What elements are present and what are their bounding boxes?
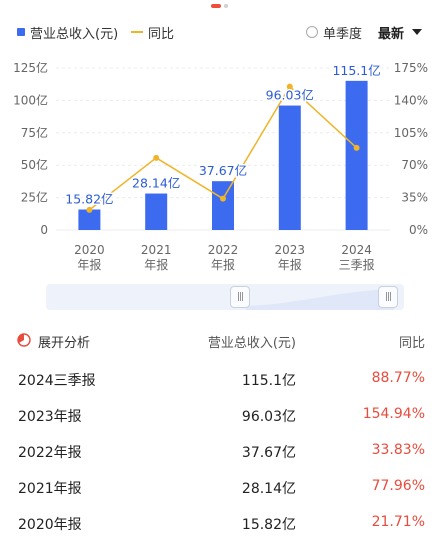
y-tick-label-right: 0% bbox=[409, 223, 428, 237]
y-tick-label-right: 105% bbox=[394, 126, 428, 140]
x-tick-label-year: 2021 bbox=[141, 243, 172, 257]
table-row: 2020年报 15.82亿 21.71% bbox=[0, 505, 443, 541]
sort-dropdown[interactable]: 最新 bbox=[378, 20, 423, 44]
caret-down-icon bbox=[412, 29, 423, 35]
yoy-point bbox=[86, 206, 93, 213]
legend-revenue[interactable]: 营业总收入(元) bbox=[17, 20, 118, 44]
yoy-point bbox=[353, 144, 360, 151]
y-tick-label-left: 50亿 bbox=[21, 157, 48, 172]
row-revenue: 37.67亿 bbox=[241, 445, 296, 461]
table-row: 2021年报 28.14亿 77.96% bbox=[0, 469, 443, 505]
bar-value-label: 15.82亿 bbox=[65, 191, 113, 206]
x-tick-label-report: 年报 bbox=[144, 257, 168, 272]
x-tick-label-report: 年报 bbox=[77, 257, 101, 272]
revenue-bar bbox=[145, 193, 168, 230]
revenue-bar bbox=[212, 181, 234, 230]
table-row: 2024三季报 115.1亿 88.77% bbox=[0, 361, 443, 397]
row-revenue: 28.14亿 bbox=[241, 481, 296, 497]
row-period: 2020年报 bbox=[18, 517, 82, 533]
pie-chart-icon bbox=[17, 333, 31, 347]
row-yoy: 21.71% bbox=[371, 514, 425, 530]
table-row: 2023年报 96.03亿 154.94% bbox=[0, 397, 443, 433]
revenue-chart: 0 25亿 50亿 75亿 100亿 125亿 0% 35% 70% 105% 140% 175% 15… bbox=[13, 60, 428, 272]
revenue-bar bbox=[278, 105, 301, 230]
quarterly-label: 单季度 bbox=[323, 26, 363, 42]
radio-icon bbox=[306, 26, 318, 38]
y-tick-label-right: 140% bbox=[394, 93, 428, 107]
legend-revenue-label: 营业总收入(元) bbox=[30, 26, 119, 42]
row-period: 2022年报 bbox=[18, 445, 82, 461]
page-dot-active bbox=[211, 4, 221, 8]
row-period: 2024三季报 bbox=[18, 373, 96, 389]
column-header-yoy: 同比 bbox=[398, 336, 425, 351]
bar-value-label: 28.14亿 bbox=[132, 176, 180, 191]
row-period: 2021年报 bbox=[18, 481, 82, 497]
revenue-bar bbox=[345, 80, 368, 230]
x-tick-label-report: 年报 bbox=[278, 257, 302, 272]
column-header-revenue: 营业总收入(元) bbox=[207, 336, 296, 351]
row-yoy: 33.83% bbox=[371, 442, 425, 458]
y-tick-label-left: 100亿 bbox=[13, 92, 48, 107]
bar-swatch-icon bbox=[17, 28, 25, 36]
x-tick-label-year: 2022 bbox=[208, 243, 239, 257]
row-yoy: 88.77% bbox=[371, 370, 425, 386]
line-swatch-icon bbox=[131, 31, 143, 33]
slider-track bbox=[46, 284, 404, 310]
revenue-bar bbox=[78, 209, 101, 230]
row-revenue: 96.03亿 bbox=[241, 409, 296, 425]
legend-yoy-label: 同比 bbox=[148, 26, 175, 42]
y-tick-label-left: 0 bbox=[40, 223, 48, 237]
x-tick-label-report: 年报 bbox=[211, 257, 235, 272]
x-tick-label-year: 2024 bbox=[341, 243, 372, 257]
page-indicator bbox=[0, 2, 443, 10]
expand-analysis-link[interactable]: 展开分析 bbox=[38, 336, 91, 351]
bar-value-label: 96.03亿 bbox=[266, 88, 314, 103]
chart-legend: 营业总收入(元) 同比 单季度 最新 bbox=[0, 20, 443, 44]
row-revenue: 115.1亿 bbox=[241, 373, 296, 389]
yoy-point bbox=[153, 154, 160, 161]
y-tick-label-left: 125亿 bbox=[13, 60, 48, 75]
x-tick-label-year: 2023 bbox=[275, 243, 306, 257]
yoy-point bbox=[286, 83, 293, 90]
slider-preview-area bbox=[246, 289, 394, 310]
row-revenue: 15.82亿 bbox=[241, 517, 296, 533]
slider-left-handle[interactable]: ||| bbox=[230, 286, 250, 308]
quarterly-toggle[interactable]: 单季度 bbox=[306, 20, 362, 44]
bar-value-label: 115.1亿 bbox=[332, 63, 380, 78]
row-yoy: 154.94% bbox=[362, 406, 425, 422]
page-dot bbox=[224, 4, 228, 8]
table-header: 展开分析 营业总收入(元) 同比 bbox=[0, 325, 443, 355]
slider-right-handle[interactable]: ||| bbox=[378, 286, 398, 308]
y-tick-label-right: 175% bbox=[394, 61, 428, 75]
y-tick-label-left: 25亿 bbox=[21, 190, 48, 205]
y-tick-label-left: 75亿 bbox=[21, 125, 48, 140]
sort-label: 最新 bbox=[378, 26, 405, 42]
bar-value-label: 37.67亿 bbox=[199, 163, 247, 178]
x-tick-label-report: 三季报 bbox=[339, 257, 375, 272]
x-tick-label-year: 2020 bbox=[74, 243, 105, 257]
yoy-point bbox=[220, 195, 226, 202]
table-row: 2022年报 37.67亿 33.83% bbox=[0, 433, 443, 469]
legend-yoy[interactable]: 同比 bbox=[131, 20, 174, 44]
row-period: 2023年报 bbox=[18, 409, 82, 425]
y-tick-label-right: 70% bbox=[401, 158, 428, 172]
chart-range-slider[interactable]: ||| ||| bbox=[46, 284, 404, 310]
row-yoy: 77.96% bbox=[371, 478, 425, 494]
y-tick-label-right: 35% bbox=[401, 191, 428, 205]
